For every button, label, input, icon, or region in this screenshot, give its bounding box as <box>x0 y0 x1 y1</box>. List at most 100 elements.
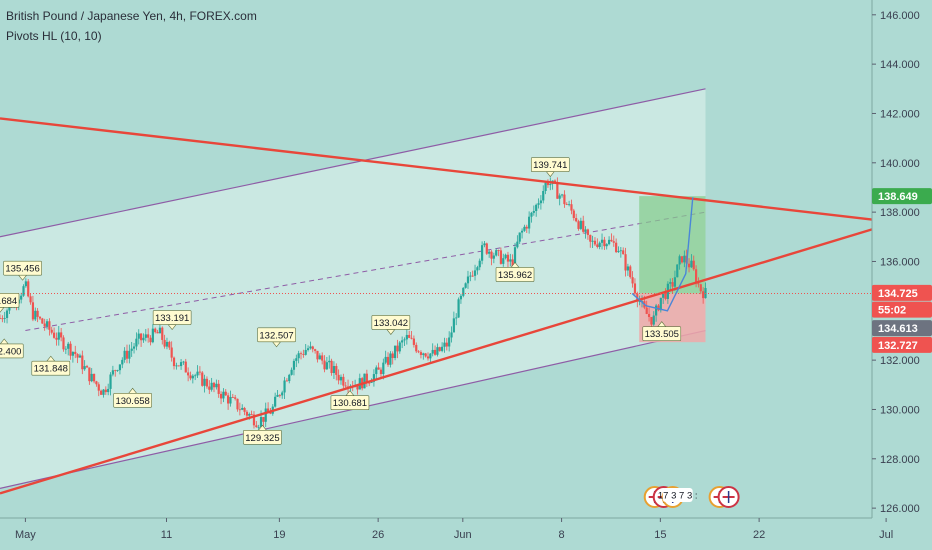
channel-upper-line[interactable] <box>0 88 706 238</box>
x-tick-label: Jun <box>454 529 472 541</box>
candle-body <box>304 349 307 355</box>
candle-body <box>375 367 378 375</box>
candle-body <box>455 317 458 319</box>
candle-body <box>408 334 411 338</box>
candle-body <box>631 277 634 284</box>
candle-body <box>579 220 582 229</box>
candle-body <box>208 386 211 390</box>
x-tick-label: 8 <box>559 529 565 541</box>
trend-lines-layer[interactable] <box>0 117 873 495</box>
candle-body <box>288 374 291 382</box>
candle-body <box>243 407 246 412</box>
candle-body <box>48 321 51 330</box>
candle-body <box>20 295 23 300</box>
channel-midline[interactable] <box>25 211 706 332</box>
candle-body <box>652 315 655 325</box>
candle-body <box>520 230 524 233</box>
candle-body <box>142 337 145 341</box>
candle-body <box>593 240 597 245</box>
price-tag-label: 138.649 <box>878 191 918 203</box>
pivot-high-label: 139.741 <box>530 157 570 178</box>
candle-body <box>645 307 648 314</box>
candle-body <box>92 373 96 382</box>
candle-body <box>128 350 131 359</box>
candle-body <box>168 341 171 348</box>
candle-body <box>130 348 133 351</box>
candle-body <box>488 251 491 254</box>
projection-curve[interactable] <box>631 197 694 312</box>
candle-body <box>629 266 632 278</box>
candle-body <box>5 310 9 318</box>
candle-body <box>250 413 253 415</box>
candle-body <box>95 381 98 385</box>
price-axis[interactable]: 126.000128.000130.000132.000134.000136.0… <box>871 0 932 550</box>
candle-body <box>121 359 124 365</box>
indicator-label: Pivots HL (10, 10) <box>6 29 102 43</box>
event-count-badge <box>662 488 693 502</box>
candle-body <box>657 305 660 311</box>
pivot-value: 132.400 <box>0 346 21 357</box>
event-markers-layer[interactable]: 17 3 7 3 : <box>643 486 740 508</box>
candle-body <box>163 339 166 347</box>
trend-line-1[interactable] <box>0 117 873 221</box>
candle-body <box>556 182 559 199</box>
price-tag-bg <box>872 336 932 353</box>
candle-body <box>332 366 336 374</box>
candle-body <box>306 348 310 350</box>
x-tick-label: 22 <box>753 529 765 541</box>
event-marker-1[interactable]: 17 3 7 3 : <box>643 486 698 508</box>
candle-body <box>436 347 439 355</box>
candle-body <box>219 393 223 399</box>
candle-body <box>502 258 505 264</box>
pivot-box <box>371 315 411 330</box>
event-count-label: 17 3 7 3 : <box>658 491 698 502</box>
candle-body <box>589 234 592 242</box>
candle-body <box>76 354 79 358</box>
candle-body <box>203 378 206 386</box>
pivot-value: 133.191 <box>155 313 189 324</box>
candle-body <box>318 355 321 360</box>
candle-body <box>433 349 437 355</box>
trend-line-2[interactable] <box>0 228 873 495</box>
candle-body <box>398 342 401 352</box>
y-tick-label: 144.000 <box>880 59 920 71</box>
candle-body <box>266 408 270 413</box>
event-marker-2[interactable] <box>708 486 740 508</box>
pivot-box <box>31 360 71 376</box>
candle-body <box>659 297 662 311</box>
channel-layer <box>0 88 706 489</box>
candle-body <box>612 241 615 243</box>
candle-body <box>281 392 284 396</box>
candle-body <box>156 332 159 334</box>
pivot-box <box>495 267 535 282</box>
pivot-box <box>257 327 296 343</box>
candle-body <box>194 375 197 377</box>
candle-body <box>622 250 625 255</box>
pivot-low-label: 130.681 <box>330 390 370 411</box>
candle-body <box>462 287 465 296</box>
candle-body <box>638 301 641 303</box>
candle-body <box>52 332 56 338</box>
candle-body <box>497 250 500 251</box>
price-tag-label: 55:02 <box>878 305 906 317</box>
candle-body <box>678 256 681 265</box>
price-tags-layer: 138.649 134.725 55:02 134.613 132.727 <box>872 188 932 353</box>
y-tick-label: 130.000 <box>880 404 920 416</box>
candle-body <box>577 221 580 229</box>
candle-body <box>283 380 286 393</box>
pivot-high-label: 135.456 <box>3 260 42 281</box>
candle-body <box>694 269 698 284</box>
candle-body <box>504 254 507 259</box>
time-axis[interactable]: May111926Jun81522Jul7 <box>0 517 932 541</box>
candle-body <box>429 353 432 359</box>
candle-body <box>506 254 510 262</box>
candle-body <box>542 190 545 201</box>
x-tick-label: 26 <box>372 529 384 541</box>
y-tick-label: 142.000 <box>880 108 920 120</box>
candle-body <box>464 283 467 288</box>
pivot-box <box>642 326 682 341</box>
candle-body <box>100 390 103 395</box>
target-zone[interactable] <box>639 196 706 294</box>
